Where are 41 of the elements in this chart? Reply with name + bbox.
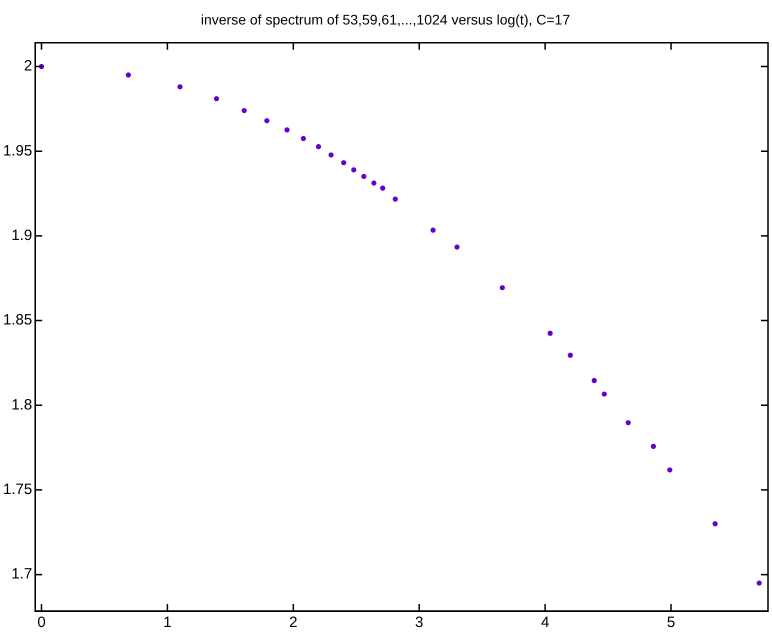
x-tick-label: 5 (666, 614, 676, 632)
point (214, 96, 220, 102)
point (602, 391, 607, 397)
point (500, 285, 505, 290)
point (177, 84, 183, 90)
x-tick-label: 1 (163, 614, 172, 632)
point (126, 72, 131, 78)
x-tick-label: 4 (540, 614, 550, 632)
point (568, 352, 573, 358)
point (300, 136, 306, 142)
y-tick-label: 1.75 (2, 481, 32, 498)
y-tick-label: 1.8 (11, 396, 32, 414)
point (548, 330, 553, 336)
x-tick-label: 2 (289, 614, 298, 632)
y-tick-label: 1.7 (11, 566, 32, 583)
point (756, 580, 762, 586)
point (430, 228, 436, 233)
point (371, 180, 376, 186)
point (626, 420, 631, 426)
x-tick-label: 0 (37, 614, 46, 632)
point (650, 444, 656, 449)
y-tick-label: 1.85 (2, 312, 32, 329)
point (242, 108, 247, 114)
point (712, 521, 718, 526)
point (667, 467, 672, 473)
y-tick-label: 2 (24, 58, 32, 75)
point (341, 160, 346, 166)
point (592, 378, 597, 384)
chart-title: inverse of spectrum of 53,59,61,...,1024 versus log(t), C=17 (200, 11, 570, 28)
point (380, 186, 386, 191)
point (392, 196, 398, 202)
y-tick-label: 1.95 (2, 142, 32, 160)
y-tick-label: 1.9 (11, 227, 32, 244)
point (264, 118, 270, 124)
point (328, 152, 334, 158)
x-tick-label: 3 (415, 614, 424, 632)
point (316, 144, 322, 150)
point (361, 174, 366, 180)
point (351, 167, 356, 172)
point (284, 127, 290, 132)
point (454, 244, 460, 250)
